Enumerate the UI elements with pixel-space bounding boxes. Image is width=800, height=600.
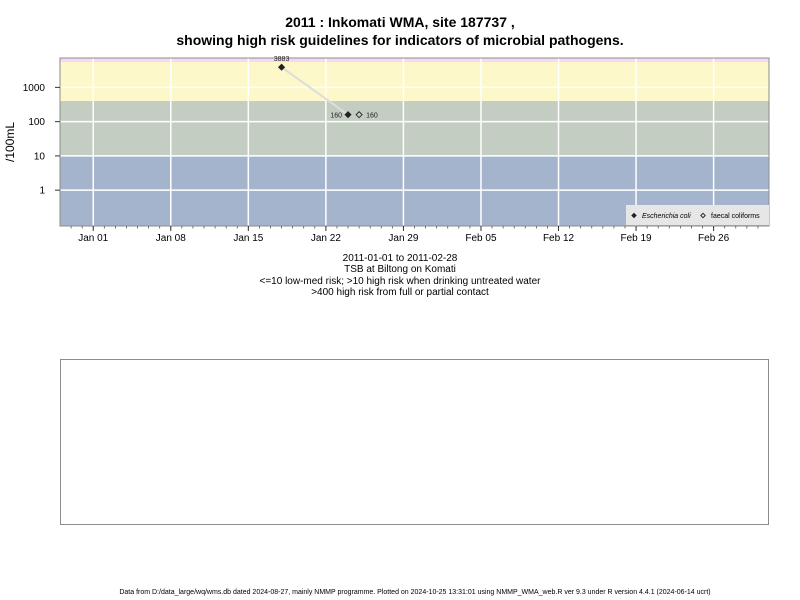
x-tick-label: Jan 01 [78, 233, 108, 244]
legend-marker-faecal [700, 212, 706, 219]
caption-risk-low: <=10 low-med risk; >10 high risk when dr… [259, 276, 541, 287]
x-tick-label: Jan 15 [233, 233, 263, 244]
legend-label-e-coli: Escherichia coli [642, 213, 691, 220]
x-tick-label: Feb 19 [620, 233, 652, 244]
y-tick-label: 10 [34, 151, 46, 162]
x-tick-label: Feb 26 [698, 233, 730, 244]
data-label-1-0: 160 [366, 113, 378, 120]
data-point-0-0 [277, 63, 286, 71]
chart-subtitle: showing high risk guidelines for indicat… [176, 32, 624, 48]
legend-box [626, 205, 769, 225]
y-tick-label: 1000 [23, 83, 46, 94]
y-tick-label: 1 [39, 186, 45, 197]
x-tick-label: Jan 29 [388, 233, 418, 244]
series-line-0 [280, 66, 349, 116]
data-point-1-0 [355, 111, 363, 119]
caption-site-name: TSB at Biltong on Komati [344, 264, 456, 275]
data-label-0-0: 3883 [274, 56, 290, 63]
x-tick-label: Jan 08 [156, 233, 186, 244]
legend-marker-e-coli [631, 212, 637, 219]
x-tick-label: Jan 22 [311, 233, 341, 244]
chart-title: 2011 : Inkomati WMA, site 187737 , [285, 14, 515, 30]
footer-note: Data from D:/data_large/wq/wms.db dated … [119, 589, 711, 596]
x-tick-label: Feb 05 [465, 233, 497, 244]
caption-date-range: 2011-01-01 to 2011-02-28 [342, 253, 458, 264]
risk-band-1 [60, 101, 769, 156]
data-label-0-1: 160 [330, 113, 342, 120]
legend-label-faecal: faecal coliforms [711, 213, 760, 220]
caption-risk-high: >400 high risk from full or partial cont… [311, 287, 489, 298]
x-tick-label: Feb 12 [543, 233, 575, 244]
y-tick-label: 100 [28, 117, 45, 128]
risk-band-2 [60, 62, 769, 102]
chart-svg: 1 10 100 1000 Jan 01 Jan 08 Jan 15 Jan 22 Jan 29… [3, 56, 770, 244]
y-axis-label: /100mL [3, 122, 17, 162]
empty-plot-panel [60, 359, 769, 525]
risk-band-3 [60, 58, 769, 63]
data-point-0-1 [344, 111, 352, 119]
